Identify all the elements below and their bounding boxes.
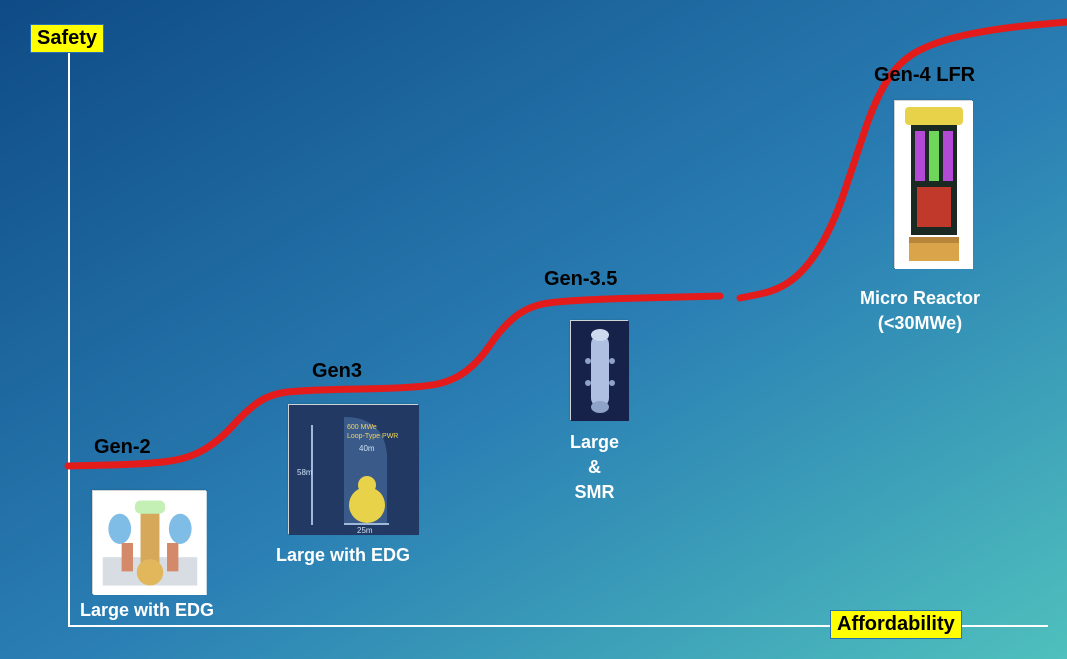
gen2-thumbnail: [92, 490, 206, 594]
gen2-caption: Large with EDG: [80, 600, 214, 621]
gen3-caption: Large with EDG: [276, 545, 410, 566]
svg-text:600 MWe: 600 MWe: [347, 424, 377, 431]
y-axis-label: Safety: [30, 24, 104, 53]
svg-text:58m: 58m: [297, 468, 313, 477]
gen4-label: Gen-4 LFR: [874, 64, 975, 87]
svg-text:40m: 40m: [359, 444, 375, 453]
svg-text:Loop-Type PWR: Loop-Type PWR: [347, 433, 398, 440]
gen35-label: Gen-3.5: [544, 268, 617, 291]
gen3-label: Gen3: [312, 360, 362, 383]
gen3-thumbnail: 600 MWe Loop-Type PWR 58m 40m 25m: [288, 404, 418, 534]
gen4-caption: Micro Reactor(<30MWe): [860, 286, 980, 336]
gen35-thumbnail: [570, 320, 628, 420]
diagram-canvas: Safety Affordability Gen-2 Large with EDG…: [0, 0, 1067, 659]
gen35-caption: Large&SMR: [570, 430, 619, 506]
gen2-label: Gen-2: [94, 436, 151, 459]
x-axis-label: Affordability: [830, 610, 962, 639]
gen4-thumbnail: [894, 100, 972, 268]
svg-text:25m: 25m: [357, 526, 373, 535]
